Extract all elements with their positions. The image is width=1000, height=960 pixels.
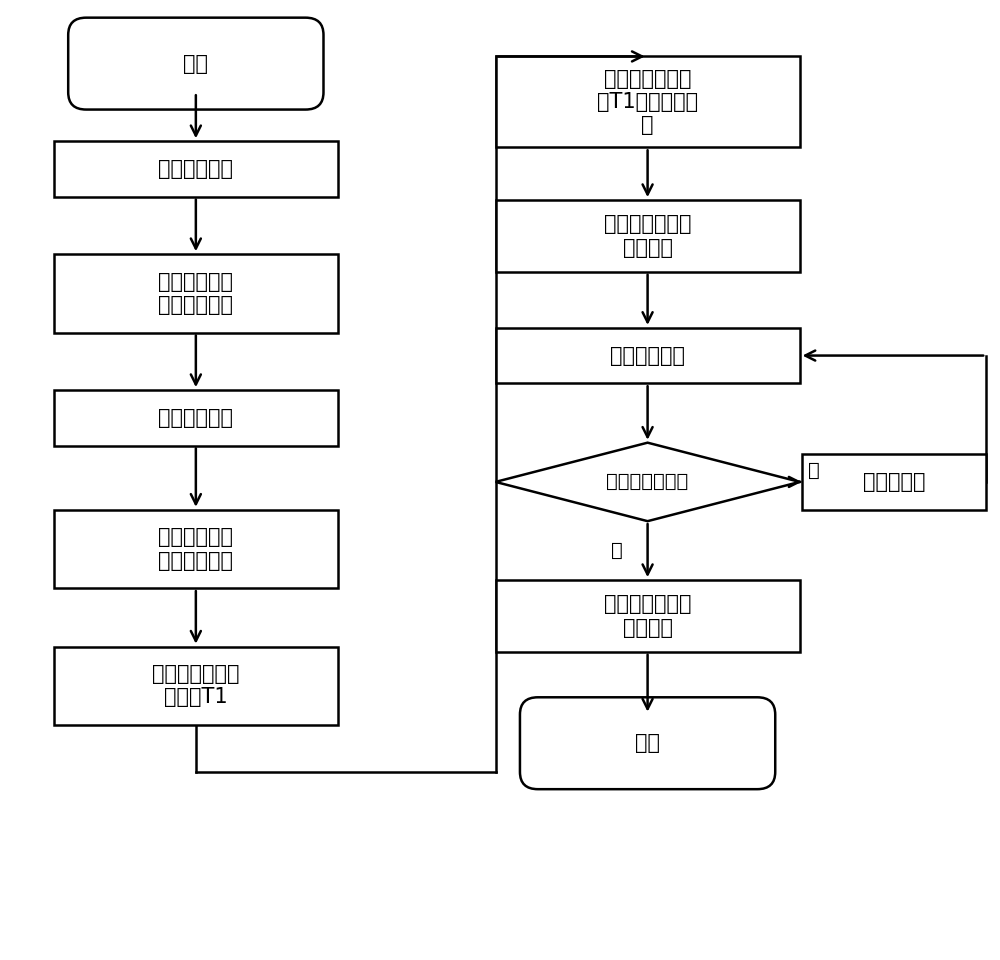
Bar [54, 510, 338, 588]
Bar [54, 390, 338, 445]
Bar [496, 57, 800, 148]
Text: 确定测量方案: 确定测量方案 [158, 408, 233, 428]
Text: 输出大部件对接
位姿参数: 输出大部件对接 位姿参数 [604, 594, 691, 637]
Text: 计算对接交点孔
经T1变换后的坐
标: 计算对接交点孔 经T1变换后的坐 标 [597, 69, 698, 135]
Bar [496, 327, 800, 383]
FancyBboxPatch shape [520, 697, 775, 789]
Bar [496, 580, 800, 652]
FancyBboxPatch shape [68, 17, 323, 109]
Text: 求解对接大部件
位姿参数: 求解对接大部件 位姿参数 [604, 214, 691, 257]
Text: 求取对称面的位
姿参数T1: 求取对称面的位 姿参数T1 [152, 664, 240, 708]
Text: 开始: 开始 [183, 54, 208, 74]
Text: 是: 是 [611, 541, 623, 560]
Bar [54, 646, 338, 725]
Text: 对接工艺要求: 对接工艺要求 [158, 159, 233, 179]
Text: 满足对接要求？: 满足对接要求？ [606, 472, 689, 492]
Text: 对接状态计算: 对接状态计算 [610, 346, 685, 366]
Bar [54, 141, 338, 197]
Text: 调整自由度: 调整自由度 [863, 472, 925, 492]
Text: 拟合对称平面
获得实际位置: 拟合对称平面 获得实际位置 [158, 527, 233, 570]
Text: 结束: 结束 [635, 733, 660, 754]
Bar [496, 200, 800, 272]
Text: 否: 否 [808, 461, 819, 480]
Bar [802, 454, 986, 510]
Text: 选取具有对称
关系的关键点: 选取具有对称 关系的关键点 [158, 272, 233, 315]
Bar [54, 254, 338, 332]
Polygon shape [496, 443, 800, 521]
